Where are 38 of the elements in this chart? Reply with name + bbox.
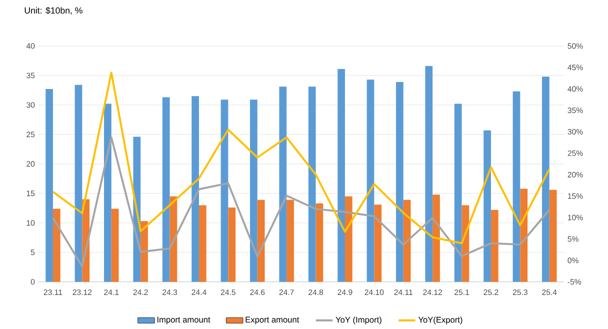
line-series [52, 72, 550, 244]
bar [366, 80, 374, 282]
bar [396, 82, 404, 282]
legend-label: Export amount [246, 316, 300, 324]
bar [111, 208, 119, 282]
bar [316, 203, 324, 282]
bar [344, 196, 352, 282]
bar [374, 204, 382, 282]
legend-label: YoY (Import) [336, 316, 382, 324]
bar [432, 194, 440, 282]
bar [484, 130, 491, 282]
bar [46, 89, 53, 282]
legend-label: Import amount [157, 316, 210, 324]
bar [228, 208, 236, 282]
bar [250, 100, 258, 282]
bar [279, 86, 287, 282]
bar [308, 86, 316, 282]
bar [162, 97, 170, 282]
bar [74, 84, 82, 282]
bar [512, 91, 520, 282]
bar [286, 200, 294, 282]
bar [220, 100, 228, 282]
bar [104, 104, 112, 282]
bar [549, 190, 557, 282]
legend-label: YoY(Export) [418, 316, 462, 324]
chart-title: Unit: $10bn, % [24, 6, 82, 15]
bar [198, 205, 206, 282]
line-series [52, 136, 550, 268]
bar [425, 66, 433, 282]
bar [192, 96, 199, 282]
bar [257, 200, 265, 282]
bar [542, 76, 550, 282]
bar [52, 208, 60, 282]
bar [520, 188, 528, 282]
bar [338, 68, 345, 282]
bar [140, 221, 148, 282]
bar [454, 104, 462, 282]
bar [490, 210, 498, 282]
